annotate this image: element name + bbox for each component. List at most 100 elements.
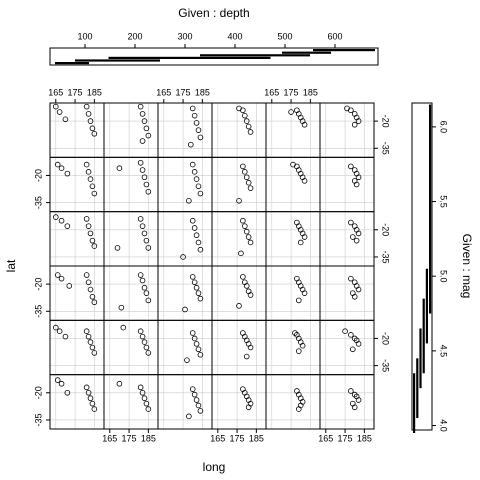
given2-tick-label: 4.0 bbox=[439, 419, 449, 432]
point bbox=[143, 290, 150, 296]
point bbox=[191, 335, 198, 342]
x-tick-label: 165 bbox=[210, 433, 225, 443]
point bbox=[243, 228, 250, 235]
point bbox=[145, 350, 152, 356]
point bbox=[288, 109, 294, 115]
point bbox=[89, 237, 96, 244]
point bbox=[114, 245, 121, 251]
x-tick-label: 165 bbox=[318, 433, 333, 443]
panel-box bbox=[157, 374, 213, 430]
point bbox=[355, 230, 362, 237]
point bbox=[355, 174, 362, 181]
point bbox=[83, 384, 90, 391]
mag-interval bbox=[413, 373, 416, 433]
point bbox=[143, 125, 150, 132]
mag-interval bbox=[422, 298, 425, 374]
point bbox=[349, 234, 356, 240]
panel-box bbox=[49, 102, 105, 158]
point bbox=[91, 243, 98, 249]
point bbox=[85, 169, 92, 175]
point bbox=[62, 116, 69, 123]
y-tick-label: -20 bbox=[381, 332, 391, 345]
point bbox=[187, 141, 194, 148]
point bbox=[137, 159, 144, 166]
point bbox=[139, 333, 146, 340]
x-tick-label: 175 bbox=[68, 87, 83, 97]
point bbox=[240, 274, 246, 280]
given1-tick-label: 300 bbox=[177, 31, 192, 41]
point bbox=[342, 328, 348, 335]
x-tick-label: 165 bbox=[264, 87, 279, 97]
y-tick-label: -35 bbox=[381, 142, 391, 155]
point bbox=[301, 178, 308, 184]
point bbox=[351, 391, 358, 398]
x-tick-label: 185 bbox=[87, 87, 102, 97]
panel-box bbox=[211, 211, 267, 267]
panel-box bbox=[211, 265, 267, 321]
point bbox=[143, 344, 150, 351]
point bbox=[191, 169, 198, 175]
x-tick-label: 165 bbox=[156, 87, 171, 97]
panel-box bbox=[103, 211, 159, 267]
point bbox=[195, 346, 202, 353]
point bbox=[195, 402, 202, 409]
x-tick-label: 175 bbox=[338, 433, 353, 443]
x-axis-label: long bbox=[203, 460, 226, 474]
point bbox=[348, 275, 354, 282]
point bbox=[245, 404, 252, 411]
given2-tick-label: 5.0 bbox=[439, 270, 449, 283]
point bbox=[58, 380, 65, 387]
point bbox=[351, 293, 358, 300]
point bbox=[87, 230, 94, 237]
point bbox=[353, 181, 360, 188]
panel-box bbox=[103, 374, 159, 430]
point bbox=[85, 279, 92, 286]
point bbox=[145, 297, 152, 304]
point bbox=[89, 400, 96, 407]
point bbox=[241, 223, 248, 229]
panel-box bbox=[319, 156, 375, 213]
point bbox=[58, 275, 65, 282]
point bbox=[238, 250, 244, 257]
point bbox=[56, 328, 63, 335]
point bbox=[89, 125, 96, 132]
point bbox=[197, 246, 204, 253]
given1-tick-label: 600 bbox=[327, 31, 342, 41]
point bbox=[297, 239, 304, 246]
panel-box bbox=[49, 265, 105, 321]
panel-box bbox=[211, 374, 267, 430]
point bbox=[118, 304, 125, 311]
point bbox=[348, 163, 354, 170]
point bbox=[195, 183, 202, 190]
point bbox=[195, 290, 202, 296]
point bbox=[189, 217, 196, 224]
mag-interval bbox=[419, 328, 422, 389]
x-tick-label: 175 bbox=[230, 433, 245, 443]
point bbox=[197, 351, 204, 358]
panel-box bbox=[103, 265, 159, 321]
point bbox=[58, 217, 65, 224]
point bbox=[243, 353, 250, 360]
point bbox=[83, 272, 90, 278]
point bbox=[52, 214, 59, 220]
point bbox=[137, 216, 144, 222]
point bbox=[243, 118, 250, 124]
depth-interval bbox=[200, 54, 310, 57]
point bbox=[85, 333, 92, 340]
point bbox=[87, 395, 94, 402]
y-tick-label: -35 bbox=[33, 305, 43, 318]
depth-interval bbox=[108, 56, 271, 59]
point bbox=[184, 357, 190, 363]
point bbox=[193, 397, 200, 403]
point bbox=[241, 112, 248, 119]
point bbox=[245, 179, 252, 186]
point bbox=[348, 219, 354, 226]
point bbox=[139, 138, 146, 144]
point bbox=[85, 111, 92, 117]
point bbox=[197, 295, 204, 302]
point bbox=[56, 109, 63, 115]
point bbox=[193, 232, 200, 239]
point bbox=[141, 118, 148, 124]
panel-box bbox=[49, 156, 105, 213]
